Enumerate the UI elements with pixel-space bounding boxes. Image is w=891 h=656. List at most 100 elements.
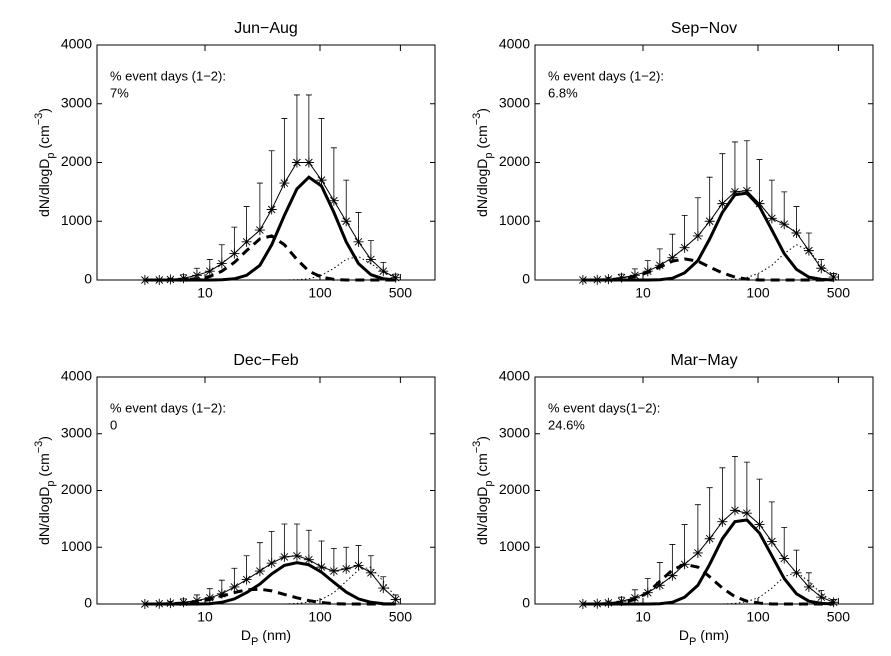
- star-marker: [741, 185, 752, 196]
- star-marker: [303, 554, 314, 565]
- star-marker: [139, 599, 150, 609]
- star-marker: [654, 580, 665, 591]
- error-bar: [243, 206, 250, 242]
- star-marker: [254, 225, 265, 236]
- dashed-line: [144, 234, 396, 282]
- star-marker: [816, 263, 827, 274]
- x-tick-label: 500: [389, 609, 413, 625]
- y-tick-label: 3000: [61, 424, 92, 440]
- star-marker: [353, 236, 364, 247]
- label-part: dN/dlogD: [36, 159, 52, 217]
- star-marker: [577, 599, 588, 609]
- error-bar: [743, 461, 750, 514]
- error-bar: [781, 526, 788, 559]
- x-tick-label: 500: [827, 609, 851, 625]
- star-marker: [692, 230, 703, 241]
- star-marker: [803, 245, 814, 256]
- y-tick-label: 2000: [499, 153, 530, 169]
- star-marker: [729, 186, 740, 197]
- star-marker: [316, 175, 327, 186]
- error-bar: [681, 524, 688, 565]
- y-tick-label: 2000: [61, 481, 92, 497]
- star-marker: [229, 248, 240, 259]
- y-tick-label: 0: [84, 595, 92, 611]
- star-marker: [616, 596, 627, 607]
- label-part: P: [689, 636, 696, 648]
- label-part: (cm: [474, 453, 490, 480]
- star-marker: [766, 213, 777, 224]
- label-part: ): [36, 436, 52, 441]
- star-marker: [729, 505, 740, 516]
- star-marker: [241, 236, 252, 247]
- x-tick-label: 100: [746, 609, 770, 625]
- x-tick-label: 10: [197, 285, 213, 301]
- label-part: −3: [471, 113, 483, 126]
- label-part: −3: [33, 441, 45, 454]
- subplot-title: Dec−Feb: [233, 352, 298, 369]
- y-tick-label: 1000: [499, 538, 530, 554]
- error-bar: [694, 504, 701, 553]
- annotation: 6.8%: [548, 85, 578, 100]
- annotation: % event days (1−2):: [110, 68, 226, 83]
- y-tick-label: 4000: [499, 36, 530, 52]
- annotation: 24.6%: [548, 417, 585, 432]
- dashed-line: [582, 257, 834, 282]
- error-bar: [781, 191, 788, 225]
- label-part: dN/dlogD: [474, 487, 490, 545]
- error-bar: [669, 544, 676, 576]
- star-marker: [791, 228, 802, 238]
- x-axis-label: DP (nm): [241, 627, 291, 648]
- star-marker: [266, 558, 277, 569]
- star-marker: [390, 594, 401, 605]
- star-marker: [667, 570, 678, 581]
- star-marker: [717, 516, 728, 527]
- x-tick-label: 500: [389, 285, 413, 301]
- error-bar: [268, 530, 275, 564]
- y-tick-label: 1000: [499, 212, 530, 228]
- error-bar: [706, 176, 713, 222]
- label-part: (nm): [258, 627, 291, 643]
- y-axis-label: dN/dlogDp (cm−3): [471, 436, 495, 545]
- star-marker: [754, 519, 765, 530]
- annotation: % event days(1−2):: [548, 400, 660, 415]
- label-part: p: [45, 152, 57, 158]
- label-part: dN/dlogD: [474, 159, 490, 217]
- star-marker: [139, 275, 150, 285]
- star-marker: [204, 266, 215, 277]
- solid-line: [144, 175, 396, 282]
- star-marker: [754, 198, 765, 209]
- error-bar: [719, 153, 726, 204]
- star-marker: [341, 563, 352, 574]
- star-marker: [365, 567, 376, 578]
- x-tick-label: 500: [827, 285, 851, 301]
- label-part: ): [474, 108, 490, 113]
- star-marker: [779, 553, 790, 564]
- error-bar: [318, 118, 325, 181]
- star-marker: [378, 266, 389, 277]
- star-marker: [704, 533, 715, 544]
- star-marker: [241, 574, 252, 585]
- error-bar: [681, 214, 688, 248]
- star-marker: [828, 597, 839, 608]
- y-tick-label: 4000: [61, 36, 92, 52]
- star-marker: [390, 272, 401, 283]
- x-tick-label: 100: [308, 609, 332, 625]
- star-marker: [667, 252, 678, 263]
- y-tick-label: 2000: [61, 153, 92, 169]
- label-part: (cm: [36, 453, 52, 480]
- star-marker: [204, 592, 215, 603]
- error-bar: [731, 141, 738, 192]
- error-bar: [256, 182, 263, 231]
- label-part: p: [483, 480, 495, 486]
- y-tick-label: 4000: [499, 368, 530, 384]
- x-tick-label: 10: [635, 285, 651, 301]
- label-part: ): [474, 436, 490, 441]
- star-marker: [216, 258, 227, 269]
- star-marker: [828, 272, 839, 283]
- y-axis-label: dN/dlogDp (cm−3): [471, 108, 495, 217]
- y-tick-label: 3000: [499, 94, 530, 110]
- star-marker: [803, 581, 814, 592]
- error-bar: [293, 523, 300, 556]
- error-bar: [281, 118, 288, 184]
- star-marker: [254, 566, 265, 577]
